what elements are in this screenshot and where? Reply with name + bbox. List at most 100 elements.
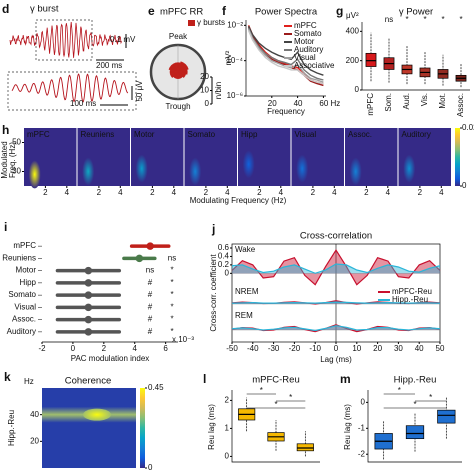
significance: # — [148, 327, 153, 336]
x-tick-label: 40 — [415, 344, 424, 353]
row-label: Hipp — [20, 278, 37, 287]
significance: * — [423, 15, 426, 24]
panel-name: Somato — [188, 130, 216, 139]
row-label: Wake — [235, 245, 256, 254]
significance: * — [459, 15, 462, 24]
legend-label: Associative — [294, 61, 335, 70]
row-label: Reuniens — [2, 253, 36, 262]
row-label: Auditory — [7, 327, 36, 336]
panel-letter: g — [336, 4, 343, 18]
y-tick-label: -1 — [358, 423, 366, 432]
legend-label: Auditory — [294, 45, 323, 54]
pac-hotspot — [403, 154, 416, 183]
x-tick-label: 2 — [257, 188, 262, 197]
row-label: Visual — [14, 302, 36, 311]
panel-letter: l — [203, 372, 206, 386]
x-tick-label: 2 — [204, 188, 209, 197]
lfp-trace — [9, 21, 122, 58]
zoom-box — [7, 71, 137, 111]
panel-letter: i — [4, 220, 7, 234]
y-tick-label: 0.6 — [218, 243, 230, 252]
x-tick-label: 10 — [352, 344, 361, 353]
y-tick-label: 50 — [12, 138, 21, 147]
y-tick-label: 1 — [225, 424, 230, 433]
x-tick-label: Mot. — [438, 93, 447, 109]
row-label: NREM — [235, 287, 259, 296]
x-tick-label: 2 — [418, 188, 423, 197]
significance: * — [413, 400, 416, 409]
panel-name: Assoc. — [348, 130, 372, 139]
x-tick-label: 6 — [163, 344, 168, 353]
scale-label: 50 μV — [135, 80, 144, 102]
significance: * — [170, 327, 173, 336]
significance: * — [260, 386, 263, 395]
dot — [146, 242, 154, 250]
scale-label: 100 ms — [70, 99, 96, 108]
r-tick-label: 20 — [200, 72, 209, 81]
pac-hotspot — [82, 157, 95, 186]
significance: * — [274, 400, 277, 409]
y-axis-label: mV² — [224, 50, 233, 65]
axes — [367, 390, 462, 463]
polar-label: Trough — [165, 102, 190, 111]
legend-swatch — [188, 20, 195, 26]
row-label: Assoc. — [12, 315, 36, 324]
x-tick-label: 4 — [279, 188, 284, 197]
pac-hotspot — [135, 154, 148, 183]
y-unit: Hz — [24, 377, 34, 386]
box — [296, 443, 314, 452]
x-tick-label: -30 — [268, 344, 280, 353]
panel-name: mPFC — [27, 130, 50, 139]
x-tick-label: 2 — [364, 188, 369, 197]
significance: * — [170, 290, 173, 299]
colorbar-label: 0 — [148, 463, 153, 472]
x-tick-label: mPFC — [366, 93, 375, 116]
rose-bar — [177, 69, 188, 75]
panel-name: Reuniens — [81, 130, 115, 139]
axes — [231, 390, 320, 463]
y-axis-label: μV² — [346, 11, 359, 20]
xcorr-fill — [232, 264, 440, 274]
xcorr-line — [231, 325, 441, 332]
panel-letter: e — [148, 4, 155, 18]
colorbar — [140, 388, 145, 468]
panel-letter: f — [222, 4, 227, 18]
x-tick-label: 4 — [172, 188, 177, 197]
panel-title: γ burst — [30, 4, 59, 15]
dot — [84, 279, 93, 287]
significance: * — [170, 278, 173, 287]
significance: ns — [385, 15, 393, 24]
y-tick-label: 0.2 — [218, 260, 230, 269]
legend-label: Visual — [294, 53, 316, 62]
row-label: Motor — [16, 266, 37, 275]
scale-label: 200 ms — [96, 61, 122, 70]
y-tick-label: -2 — [358, 449, 366, 458]
x-tick-label: 2 — [311, 188, 316, 197]
pac-hotspot — [349, 157, 362, 186]
y-axis-label: Reu lag (ms) — [207, 404, 216, 450]
r-tick-label: 0 — [205, 99, 210, 108]
x-axis-label: PAC modulation index — [71, 354, 150, 363]
colorbar-label: 0.45 — [148, 383, 164, 392]
multiplier: x 10⁻³ — [172, 335, 194, 344]
significance: * — [429, 393, 432, 402]
xcorr-line — [231, 248, 441, 286]
dot — [84, 266, 93, 275]
significance: # — [148, 290, 153, 299]
panel-name: Visual — [295, 130, 317, 139]
significance: * — [170, 302, 173, 311]
x-tick-label: -10 — [309, 344, 321, 353]
dot — [135, 254, 144, 263]
legend-label: γ bursts — [197, 18, 225, 27]
y-tick-label: 0 — [361, 397, 366, 406]
x-tick-label: 2 — [97, 188, 102, 197]
x-tick-label: 50 — [436, 344, 445, 353]
dot — [84, 315, 93, 324]
legend-label: mPFC — [294, 21, 317, 30]
row-label: mPFC — [13, 241, 36, 250]
legend-label: Motor — [294, 37, 315, 46]
x-tick-label: Aud. — [402, 93, 411, 109]
panel-letter: m — [340, 372, 351, 386]
y-tick-label: 400 — [346, 26, 360, 35]
